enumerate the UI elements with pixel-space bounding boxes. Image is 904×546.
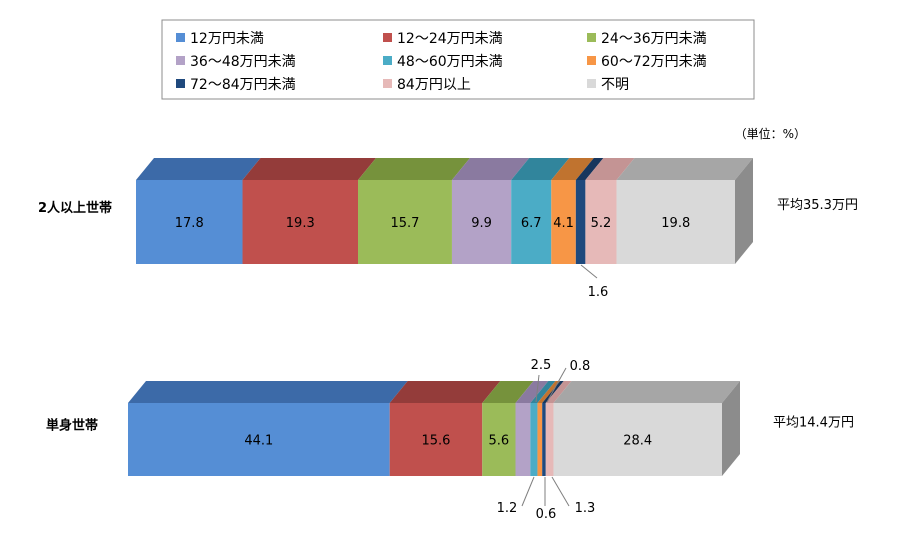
callout-line (521, 476, 535, 507)
bar-segment-top (358, 158, 470, 180)
data-label: 19.8 (661, 216, 690, 231)
average-label: 平均14.4万円 (773, 416, 854, 431)
callout-line (535, 374, 540, 403)
bar-segment-top (545, 381, 572, 403)
bar-segment-top (128, 381, 408, 403)
data-label: 4.1 (553, 216, 574, 231)
data-label: 5.2 (591, 216, 612, 231)
data-label: 19.3 (286, 216, 315, 231)
bars: 17.8 19.3 15.7 9.9 6.7 4.1 1.6 5.2 19.8 2人以上世帯 平均3… (38, 158, 858, 522)
data-label: 0.6 (536, 507, 557, 522)
bar-segment-top (537, 381, 561, 403)
legend-swatch (383, 79, 392, 88)
legend-frame (161, 19, 755, 100)
callout-line (580, 264, 598, 279)
bar-segment (537, 403, 543, 476)
bar-segment-top (515, 381, 549, 403)
bar-segment (542, 403, 546, 476)
legend-entry: 48～60万円未満 (397, 54, 503, 70)
legend-entry: 24～36万円未満 (601, 31, 707, 47)
callout-line (546, 367, 567, 403)
data-label: 5.6 (489, 434, 510, 449)
bar-side (722, 381, 740, 476)
legend-swatch (383, 56, 392, 65)
bar-segment (242, 180, 359, 264)
legend-entry: 12万円未満 (190, 31, 264, 47)
bar-segment (551, 180, 576, 264)
legend-swatch (587, 79, 596, 88)
bar-segment (451, 180, 512, 264)
legend-entry: 72～84万円未満 (190, 77, 296, 93)
row-label: 単身世帯 (46, 418, 98, 434)
legend-swatch (383, 33, 392, 42)
bar-segment (128, 403, 390, 476)
data-label: 1.2 (497, 501, 518, 516)
bar-segment-top (551, 158, 594, 180)
bar-segment-top (451, 158, 530, 180)
bar-segment (482, 403, 516, 476)
bar-row: 17.8 19.3 15.7 9.9 6.7 4.1 1.6 5.2 19.8 2人以上世帯 平均3… (38, 158, 858, 300)
bar-segment-top (389, 381, 501, 403)
data-label: 28.4 (623, 434, 652, 449)
bar-segment-top (616, 158, 753, 180)
legend: 12万円未満 12～24万円未満 24～36万円未満 36～48万円未満 48～60万円… (161, 19, 755, 100)
bar-segment (530, 403, 538, 476)
unit-note: （単位：%） (735, 126, 806, 141)
data-label: 9.9 (471, 216, 492, 231)
bar-segment (389, 403, 483, 476)
bar-segment-top (242, 158, 377, 180)
data-label: 15.6 (422, 434, 451, 449)
legend-swatch (587, 56, 596, 65)
bar-segment-top (482, 381, 534, 403)
bar-segment-top (553, 381, 740, 403)
legend-entry: 12～24万円未満 (397, 31, 503, 47)
bar-segment (136, 180, 243, 264)
data-label: 44.1 (244, 434, 273, 449)
bar-segment-top (585, 158, 635, 180)
legend-entry: 84万円以上 (397, 77, 471, 93)
data-label: 6.7 (521, 216, 542, 231)
bar-segment (553, 403, 722, 476)
legend-swatch (176, 33, 185, 42)
legend-entry: 36～48万円未満 (190, 54, 296, 70)
data-label: 17.8 (175, 216, 204, 231)
legend-swatch (587, 33, 596, 42)
data-label: 1.3 (575, 501, 596, 516)
bar-segment (515, 403, 531, 476)
bar-segment (545, 403, 554, 476)
average-label: 平均35.3万円 (777, 198, 858, 213)
bar-segment (616, 180, 735, 264)
legend-swatch (176, 79, 185, 88)
data-label: 15.7 (391, 216, 420, 231)
bar-segment-top (575, 158, 604, 180)
bar-row: 44.1 15.6 5.6 2.5 1.2 0.8 0.6 1.3 28.4 単身世帯 平均14.4… (46, 358, 854, 522)
bar-segment (585, 180, 617, 264)
bar-segment (575, 180, 586, 264)
data-label: 1.6 (588, 285, 609, 300)
bar-segment-top (136, 158, 261, 180)
callout-line (551, 476, 570, 507)
legend-swatch (176, 56, 185, 65)
legend-entry: 60～72万円未満 (601, 54, 707, 70)
legend-entry: 不明 (601, 77, 629, 93)
data-label: 2.5 (531, 358, 552, 373)
bar-segment-top (511, 158, 570, 180)
bar-segment (358, 180, 452, 264)
bar-segment (511, 180, 552, 264)
row-label: 2人以上世帯 (38, 200, 112, 216)
bar-side (735, 158, 753, 264)
data-label: 0.8 (570, 359, 591, 374)
